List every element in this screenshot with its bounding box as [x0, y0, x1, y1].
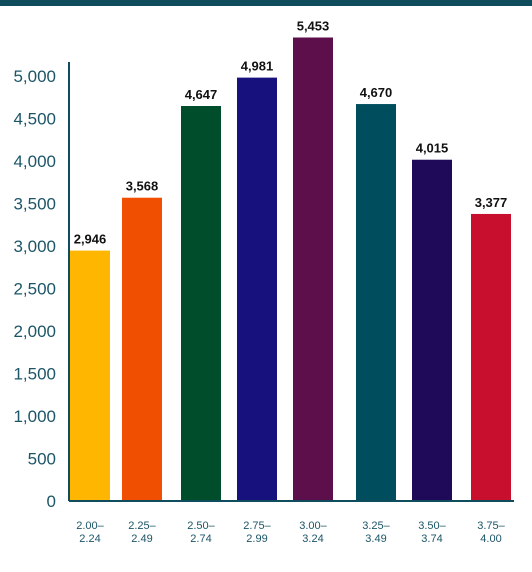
- bar-value-label: 4,015: [416, 141, 449, 156]
- bar-value-label: 4,981: [241, 59, 274, 74]
- y-tick-label: 3,000: [13, 237, 56, 256]
- bar-value-label: 2,946: [74, 232, 107, 247]
- y-tick-label: 4,500: [13, 110, 56, 129]
- x-tick-label-line: 3.49: [365, 533, 386, 545]
- x-tick-label-line: 2.24: [79, 533, 100, 545]
- y-tick-label: 1,000: [13, 407, 56, 426]
- x-tick-label-line: 3.25–: [362, 520, 390, 532]
- bar: [293, 37, 333, 502]
- x-tick-label-line: 3.75–: [477, 520, 505, 532]
- y-tick-label: 5,000: [13, 67, 56, 86]
- bar: [237, 77, 277, 502]
- y-tick-label: 1,500: [13, 365, 56, 384]
- bar: [412, 159, 452, 501]
- x-tick-label-line: 2.74: [190, 533, 211, 545]
- x-tick-label-line: 2.99: [246, 533, 267, 545]
- x-tick-label: 2.50– 2.74: [187, 520, 215, 545]
- y-tick-label: 0: [47, 492, 56, 511]
- x-tick-label: 3.00– 3.24: [299, 520, 327, 545]
- bar-value-label: 3,568: [126, 179, 159, 194]
- bar: [471, 213, 511, 501]
- x-tick-label-line: 3.50–: [418, 520, 446, 532]
- x-tick-label: 3.50– 3.74: [418, 520, 446, 545]
- x-tick-label: 3.75– 4.00: [477, 520, 505, 545]
- bar: [356, 104, 396, 502]
- x-tick-label-line: 2.49: [131, 533, 152, 545]
- x-tick-label-line: 3.00–: [299, 520, 327, 532]
- y-tick-label: 3,500: [13, 195, 56, 214]
- x-tick-label-line: 2.75–: [243, 520, 271, 532]
- top-accent-bar: [0, 0, 532, 6]
- x-tick-label-line: 4.00: [480, 533, 501, 545]
- x-axis: 2.00– 2.24 2.25– 2.49 2.50– 2.74 2.75– 2.99 3.00…: [69, 500, 514, 545]
- x-tick-label-line: 3.74: [421, 533, 442, 545]
- x-tick-label: 3.25– 3.49: [362, 520, 390, 545]
- bar-value-label: 3,377: [475, 195, 508, 210]
- x-tick-label-line: 2.00–: [76, 520, 104, 532]
- bar-value-label: 4,647: [185, 87, 218, 102]
- y-tick-label: 4,000: [13, 152, 56, 171]
- y-tick-label: 2,500: [13, 280, 56, 299]
- y-tick-label: 2,000: [13, 322, 56, 341]
- bar: [122, 197, 162, 501]
- bar-value-label: 4,670: [360, 85, 393, 100]
- y-tick-label: 500: [28, 450, 56, 469]
- bar: [70, 250, 110, 501]
- x-tick-label-line: 2.25–: [128, 520, 156, 532]
- bars: 2,946 3,568 4,647 4,981 5,453 4,670 4,015 3,377: [70, 18, 511, 502]
- bar: [181, 106, 221, 501]
- y-axis: 0 500 1,000 1,500 2,000 2,500 3,000 3,500 4,000 4…: [13, 62, 70, 511]
- bar-value-label: 5,453: [297, 18, 330, 33]
- x-tick-label: 2.75– 2.99: [243, 520, 271, 545]
- x-tick-label-line: 2.50–: [187, 520, 215, 532]
- x-tick-label-line: 3.24: [302, 533, 323, 545]
- x-tick-label: 2.25– 2.49: [128, 520, 156, 545]
- x-tick-label: 2.00– 2.24: [76, 520, 104, 545]
